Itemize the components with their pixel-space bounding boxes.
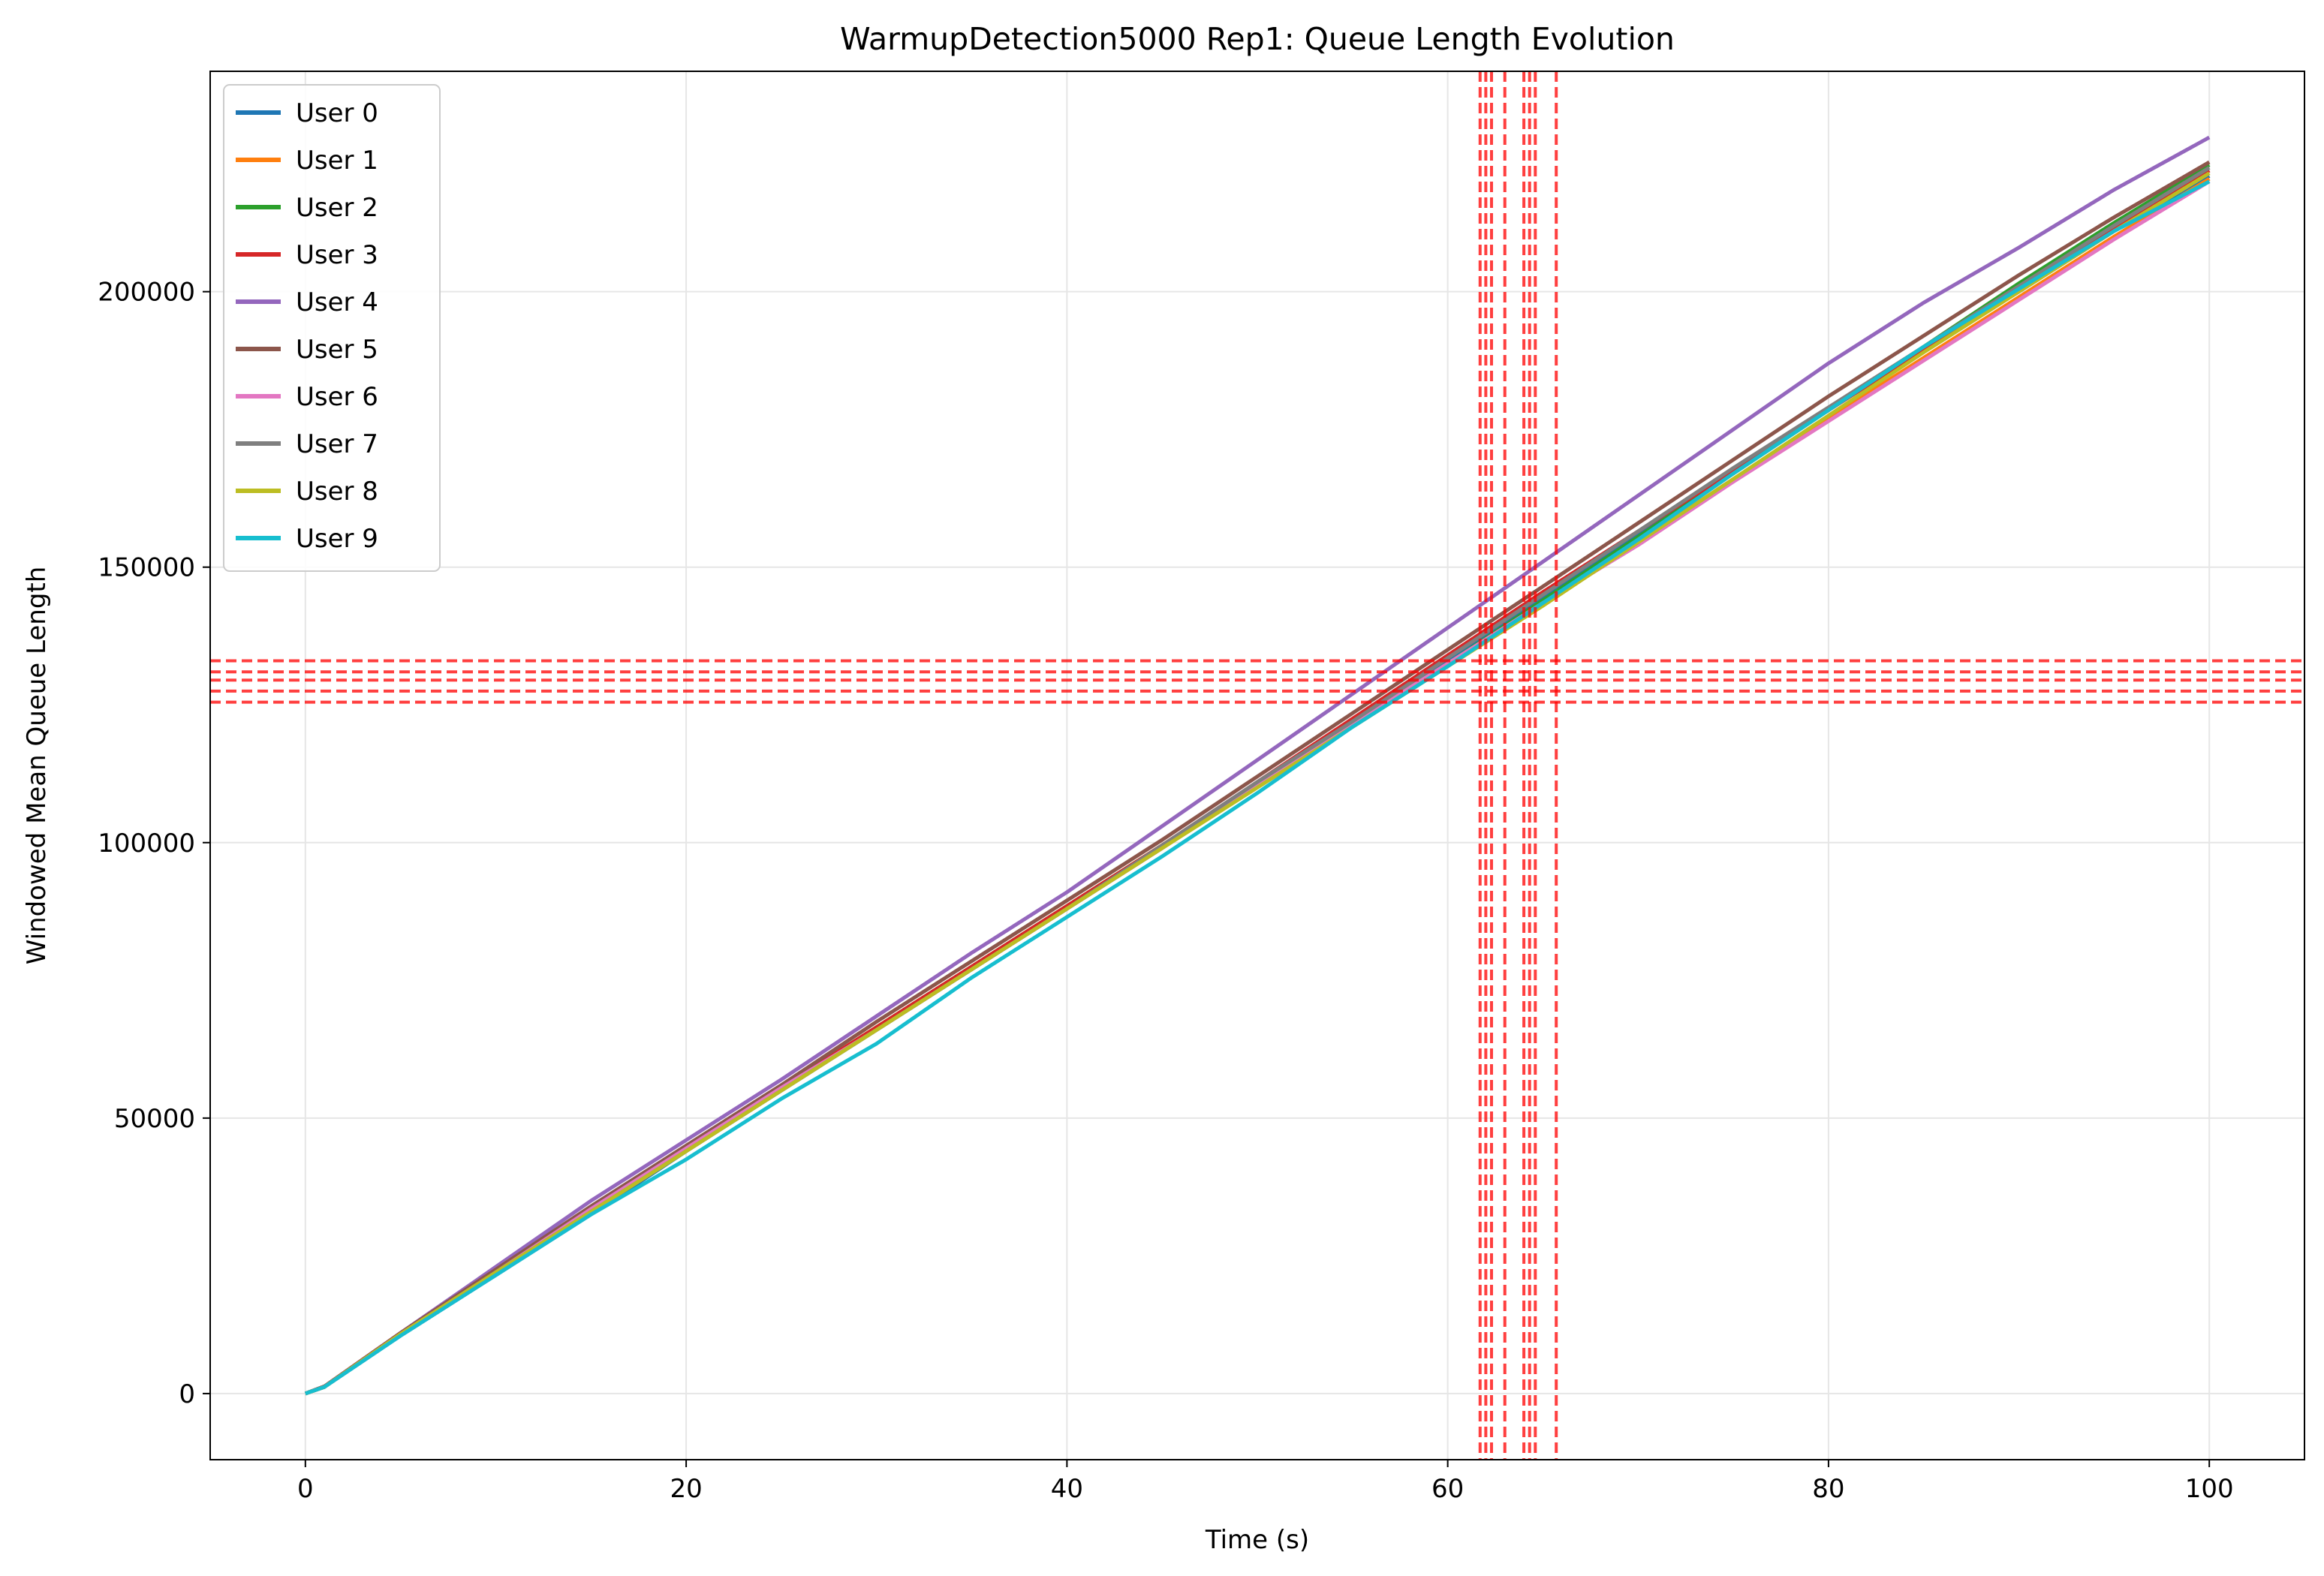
- legend-label: User 4: [296, 287, 378, 317]
- y-tick-label: 200000: [98, 278, 195, 308]
- y-axis: 0 50000 100000 150000 200000: [98, 278, 210, 1409]
- plot-frame: [209, 71, 2305, 1460]
- legend-label: User 7: [296, 429, 378, 459]
- series-layer: [304, 135, 2211, 1396]
- x-tick-label: 40: [1051, 1474, 1083, 1504]
- legend-label: User 6: [296, 382, 378, 412]
- legend-label: User 5: [296, 335, 378, 365]
- legend-label: User 1: [296, 146, 378, 176]
- legend-label: User 3: [296, 240, 378, 270]
- series-line-user-4: [304, 135, 2211, 1396]
- x-tick-label: 80: [1812, 1474, 1844, 1504]
- legend-label: User 8: [296, 477, 378, 507]
- x-tick-label: 20: [670, 1474, 702, 1504]
- y-axis-label: Windowed Mean Queue Length: [22, 567, 52, 965]
- legend-label: User 9: [296, 524, 378, 554]
- legend-label: User 0: [296, 98, 378, 128]
- legend-label: User 2: [296, 193, 378, 223]
- x-axis: 0 20 40 60 80 100: [297, 1460, 2234, 1504]
- y-tick-label: 50000: [114, 1104, 195, 1134]
- legend: User 0 User 1 User 2 User 3 User 4 User 5 User…: [223, 84, 441, 572]
- y-tick-label: 100000: [98, 829, 195, 859]
- reference-lines: [210, 71, 2304, 1460]
- chart-title: WarmupDetection5000 Rep1: Queue Length E…: [840, 21, 1675, 57]
- y-tick-label: 150000: [98, 553, 195, 583]
- y-tick-label: 0: [179, 1379, 195, 1409]
- series-line-user-9: [304, 179, 2211, 1396]
- series-line-user-5: [304, 160, 2211, 1396]
- x-tick-label: 60: [1431, 1474, 1464, 1504]
- x-tick-label: 0: [297, 1474, 314, 1504]
- x-tick-label: 100: [2185, 1474, 2234, 1504]
- x-axis-label: Time (s): [1205, 1525, 1309, 1555]
- series-line-user-8: [304, 171, 2211, 1396]
- grid-lines: [210, 71, 2304, 1460]
